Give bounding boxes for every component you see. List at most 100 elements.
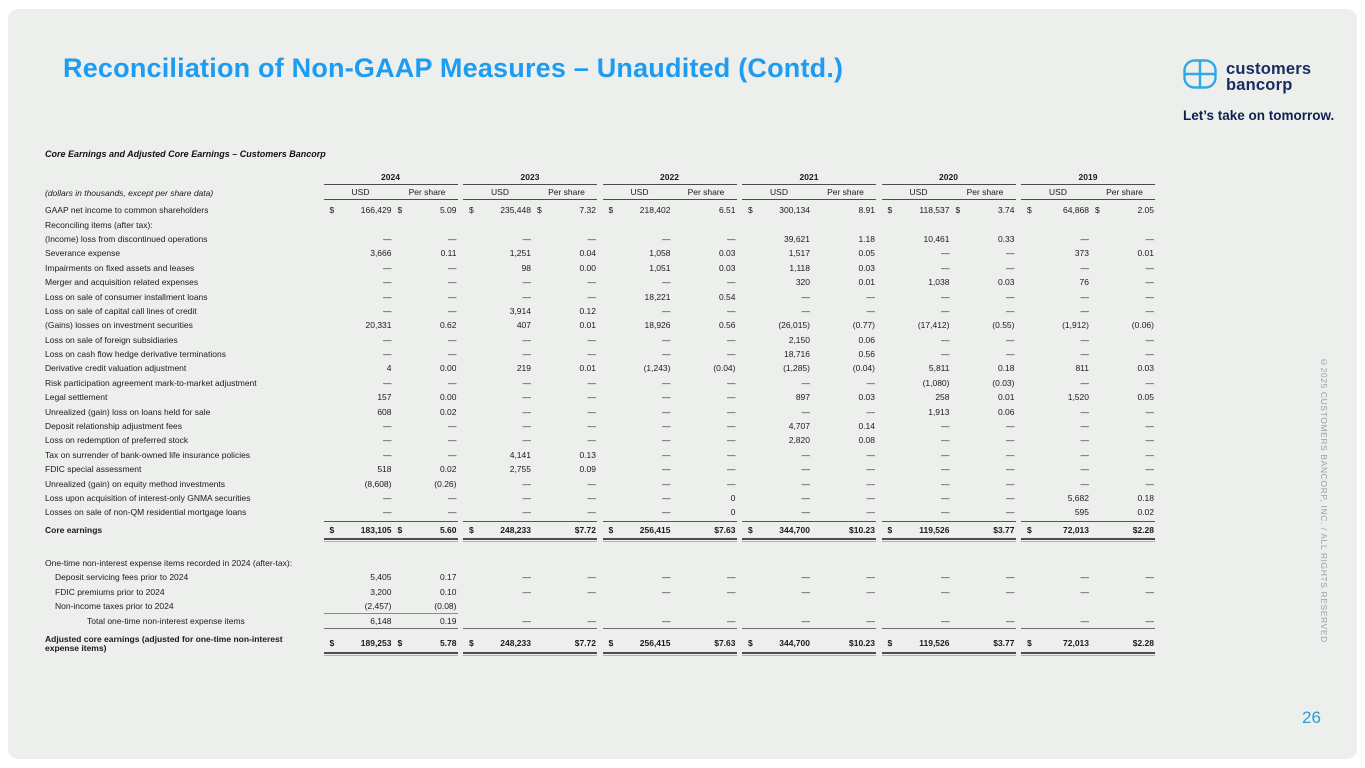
cell-value: 0.62 xyxy=(439,320,457,331)
cell: 3,914 xyxy=(463,306,535,316)
cell: 0.62 xyxy=(396,320,458,330)
table-row: Deposit servicing fees prior to 2024 5,40… xyxy=(45,570,1155,584)
cell: $10.23 xyxy=(814,638,876,648)
row-label: Risk participation agreement mark-to-mar… xyxy=(45,377,257,388)
cell: $7.72 xyxy=(535,638,597,648)
cell: — xyxy=(324,349,396,359)
year-group: — — xyxy=(463,493,597,503)
year-group: 3,914 0.12 xyxy=(463,306,597,316)
cell: — xyxy=(882,421,954,431)
cell: — xyxy=(603,479,675,489)
currency-sign: $ xyxy=(537,205,542,216)
cell: 3,200 xyxy=(324,587,396,597)
cell: — xyxy=(954,450,1016,460)
cell-value: — xyxy=(941,305,950,316)
cell: 1,051 xyxy=(603,263,675,273)
cell-value: — xyxy=(866,377,876,388)
year-group: — — xyxy=(324,450,458,460)
cell-value: — xyxy=(522,572,532,583)
table-row: Reconciling items (after tax): xyxy=(45,217,1155,231)
cell: — xyxy=(324,234,396,244)
cell-value: — xyxy=(1080,305,1090,316)
cell-value: — xyxy=(448,449,457,460)
year-group: — — xyxy=(882,493,1016,503)
year-group: 2,820 0.08 xyxy=(742,435,876,445)
cell: $7.32 xyxy=(535,205,597,215)
year-group: — — xyxy=(1021,378,1155,388)
cell: — xyxy=(954,349,1016,359)
year-group: — — xyxy=(742,587,876,597)
cell: — xyxy=(675,450,737,460)
cell: — xyxy=(742,479,814,489)
cell-value: — xyxy=(662,435,671,446)
cell: 0.12 xyxy=(535,306,597,316)
cell-value: (26,015) xyxy=(778,320,810,331)
table-row: Core earnings $183,105 $5.60 $248,233 $7.72 $… xyxy=(45,520,1155,542)
cell-value: 0.01 xyxy=(579,320,596,331)
cell-value: — xyxy=(1006,349,1015,360)
cell-value: — xyxy=(1080,478,1090,489)
cell: — xyxy=(463,392,535,402)
table-row: Severance expense 3,666 0.11 1,251 0.04 1,058… xyxy=(45,246,1155,260)
cell: (0.03) xyxy=(954,378,1016,388)
cell-value: — xyxy=(1080,464,1090,475)
year-group: $344,700 $10.23 xyxy=(742,520,876,542)
cell-value: 811 xyxy=(1075,363,1089,374)
cell-value: — xyxy=(383,349,392,360)
year-group: 3,200 0.10 xyxy=(324,587,458,597)
cell: — xyxy=(675,392,737,402)
cell-value: — xyxy=(941,262,950,273)
cell: — xyxy=(463,378,535,388)
cell: 0.18 xyxy=(1093,493,1155,503)
cell-value: 1,118 xyxy=(789,262,810,273)
year-group: $119,526 $3.77 xyxy=(881,634,1016,657)
cell-value: — xyxy=(1006,435,1015,446)
cell: — xyxy=(535,616,597,626)
cell-value: — xyxy=(662,377,671,388)
cell: — xyxy=(463,493,535,503)
cell-value: $2.28 xyxy=(1132,524,1154,535)
cell-value: — xyxy=(522,586,532,597)
cell-value: — xyxy=(941,449,950,460)
year-group: — — xyxy=(324,234,458,244)
cell: — xyxy=(535,378,597,388)
year-group: — — xyxy=(603,392,737,402)
cell: — xyxy=(954,306,1016,316)
year-group: 595 0.02 xyxy=(1021,507,1155,517)
cell-value: $7.63 xyxy=(714,638,736,649)
cell: — xyxy=(463,572,535,582)
cell-value: 248,233 xyxy=(500,638,531,649)
cell-value: — xyxy=(866,615,876,626)
year-group: $119,526 $3.77 xyxy=(881,520,1016,542)
cell-value: — xyxy=(727,615,736,626)
cell: 5,405 xyxy=(324,572,396,582)
table-row: Loss on sale of capital call lines of cr… xyxy=(45,304,1155,318)
cell-value: — xyxy=(866,464,876,475)
usd-column-header: USD xyxy=(630,187,649,197)
usd-column-header: USD xyxy=(351,187,370,197)
year-group: 2,755 0.09 xyxy=(463,464,597,474)
cell-value: — xyxy=(662,507,671,518)
cell-value: $7.63 xyxy=(714,524,736,535)
cell: — xyxy=(324,507,396,517)
currency-sign: $ xyxy=(887,205,893,216)
year-group: — — xyxy=(603,349,737,359)
year-group: — — xyxy=(463,378,597,388)
cell-value: 0.01 xyxy=(858,277,875,288)
cell: 1,251 xyxy=(463,248,535,258)
cell: — xyxy=(814,616,876,626)
cell-value: (1,080) xyxy=(922,377,950,388)
year-group: 258 0.01 xyxy=(882,392,1016,402)
cell-value: — xyxy=(522,435,532,446)
cell: — xyxy=(882,349,954,359)
cell: — xyxy=(324,335,396,345)
cell-value: — xyxy=(727,421,736,432)
cell-value: 5.09 xyxy=(439,205,457,216)
cell: (0.26) xyxy=(396,479,458,489)
year-group: — — xyxy=(603,464,737,474)
year-group: (2,457) (0.08) xyxy=(324,601,458,611)
cell: 6,148 xyxy=(324,616,396,626)
year-group: — — xyxy=(742,493,876,503)
page-number: 26 xyxy=(1302,708,1321,727)
year-group: 1,118 0.03 xyxy=(742,263,876,273)
